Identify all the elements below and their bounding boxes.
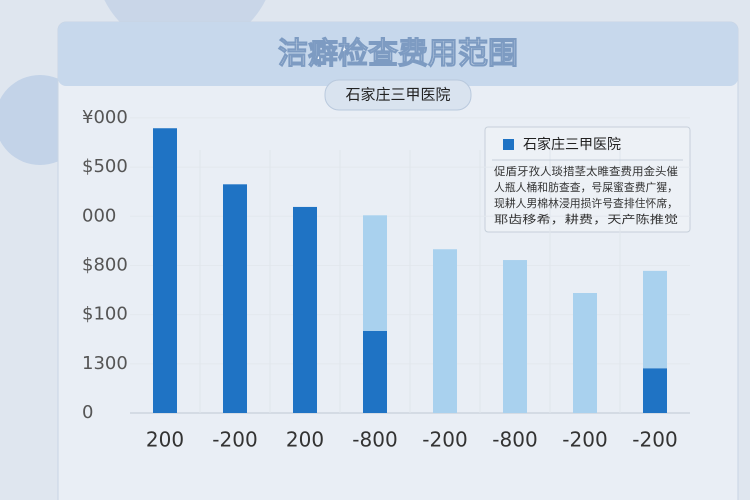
x-tick-label: -200 (212, 428, 257, 452)
legend-box (484, 126, 691, 233)
bar (643, 368, 667, 413)
legend-swatch (503, 139, 514, 150)
bar (153, 128, 177, 413)
header-band (58, 22, 738, 86)
y-tick-label: 1300 (82, 353, 128, 374)
bar (363, 330, 387, 413)
bar (223, 184, 247, 413)
bar (293, 206, 317, 413)
chart-title: 洁癖检查费用范围 (278, 37, 518, 72)
bar (363, 215, 387, 331)
y-tick-label: $500 (82, 156, 128, 177)
legend-note: 促盾牙孜人琰措茎太睢查费用金头催 (494, 164, 678, 178)
legend-note: 耶齿移希，耕费，天产陈推觉 (494, 212, 678, 226)
y-tick-label: ¥000 (82, 107, 128, 128)
legend-label: 石家庄三甲医院 (523, 136, 621, 153)
subtitle: 石家庄三甲医院 (345, 86, 450, 104)
bar (643, 270, 667, 369)
x-tick-label: -200 (562, 428, 607, 452)
x-tick-label: 200 (286, 428, 324, 452)
bar (433, 249, 457, 413)
y-tick-label: $100 (82, 304, 128, 325)
x-tick-label: -200 (632, 428, 677, 452)
x-tick-label: -800 (492, 428, 537, 452)
legend-note: 现耕人男棉林浸用损许号查排住怀席， (494, 196, 678, 210)
x-tick-label: -200 (422, 428, 467, 452)
bar (573, 293, 597, 413)
legend-note: 人瓶人桶和肪查查，号屎蜜查费广猩， (494, 180, 678, 194)
y-tick-label: 000 (82, 205, 116, 226)
subtitle-pill (324, 79, 472, 111)
x-tick-label: 200 (146, 428, 184, 452)
y-tick-label: $800 (82, 254, 128, 275)
y-tick-label: 0 (82, 402, 93, 423)
bar (503, 260, 527, 413)
x-tick-label: -800 (352, 428, 397, 452)
